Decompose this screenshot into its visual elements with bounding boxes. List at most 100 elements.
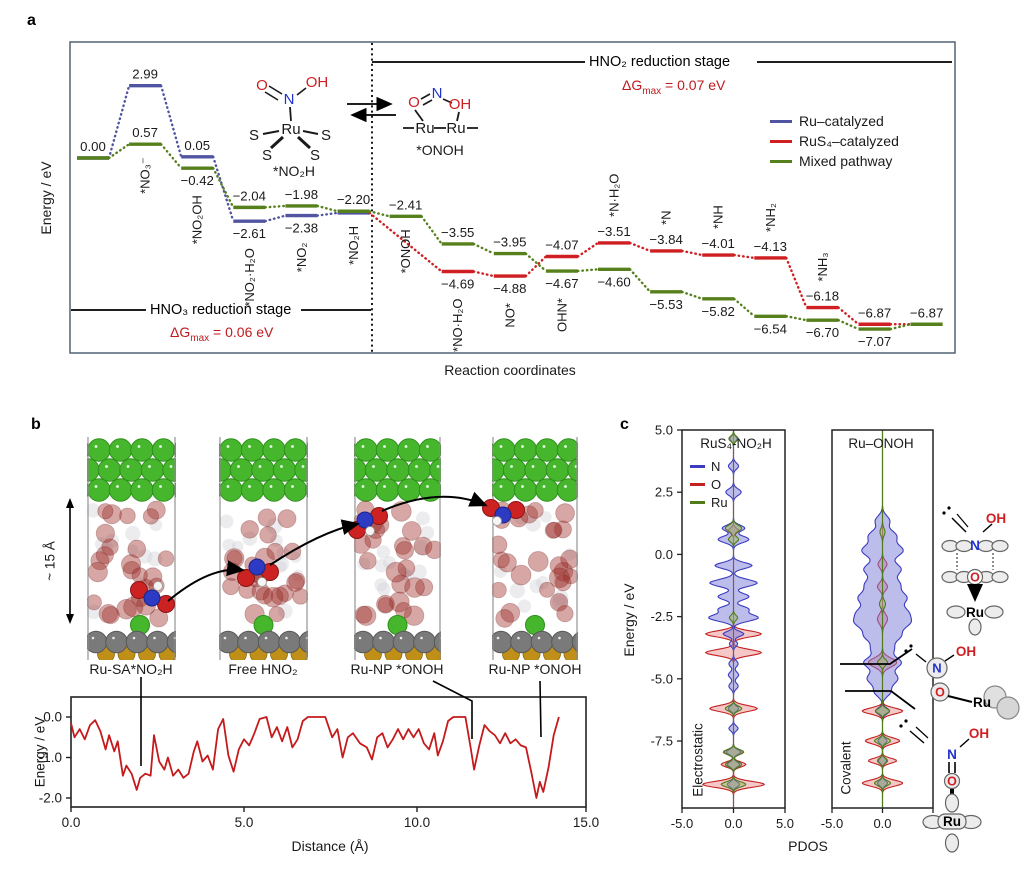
highlight bbox=[73, 445, 76, 448]
water-o-atom bbox=[157, 550, 175, 567]
highlight bbox=[226, 445, 230, 448]
y-tick-label: 0.0 bbox=[655, 547, 673, 562]
h-atom bbox=[365, 526, 375, 536]
highlight bbox=[340, 485, 343, 488]
highlight bbox=[205, 445, 208, 448]
highlight bbox=[244, 636, 247, 640]
metal-atom-green bbox=[354, 483, 357, 497]
highlight bbox=[372, 465, 375, 468]
metal-atom-green bbox=[173, 442, 176, 458]
snapshot-caption-2: Free HNO₂ bbox=[228, 661, 298, 677]
water-o-atom bbox=[240, 520, 259, 539]
water-o-atom bbox=[554, 574, 572, 592]
water-o-atom bbox=[526, 501, 544, 519]
support-atom-gray bbox=[492, 630, 513, 654]
water-o-atom bbox=[401, 521, 422, 541]
water-h-atom bbox=[87, 503, 101, 518]
water-o-atom bbox=[356, 605, 377, 626]
x-tick-label: 10.0 bbox=[404, 815, 430, 830]
x-tick-label: 5.0 bbox=[924, 816, 942, 831]
level-connector bbox=[107, 143, 131, 160]
water-o-atom bbox=[146, 500, 166, 520]
atom-o: O bbox=[256, 77, 268, 94]
metal-atom-green bbox=[87, 483, 90, 497]
level-connector bbox=[316, 204, 339, 213]
water-o-atom bbox=[425, 540, 441, 560]
panel-b-xlabel: Distance (Å) bbox=[291, 838, 369, 854]
metal-atom-green bbox=[375, 438, 400, 462]
species-label: *NO₃⁻ bbox=[138, 157, 153, 194]
y-tick-label: -7.5 bbox=[651, 734, 673, 749]
water-o-atom bbox=[415, 578, 434, 597]
support-atom-gray bbox=[87, 630, 108, 654]
level-connector bbox=[211, 155, 235, 223]
water-o-atom bbox=[492, 501, 512, 521]
panel-b-ylabel: Energy / eV bbox=[32, 716, 48, 788]
hno3-stage-title: HNO₃ reduction stage bbox=[150, 302, 292, 318]
water-o-atom bbox=[262, 587, 284, 608]
water-h-atom bbox=[99, 541, 114, 557]
support-atom-gray bbox=[298, 630, 308, 654]
s-atom-yellow bbox=[384, 645, 403, 660]
water-o-atom bbox=[244, 556, 261, 573]
x-tick-label: 5.0 bbox=[776, 816, 794, 831]
highlight bbox=[517, 636, 520, 640]
metal-atom-green bbox=[219, 443, 222, 457]
water-o-atom bbox=[270, 586, 289, 606]
highlight bbox=[305, 636, 308, 640]
water-h-atom bbox=[374, 559, 389, 573]
hno2-molecule bbox=[482, 499, 525, 526]
water-o-atom bbox=[101, 606, 120, 625]
water-o-atom bbox=[354, 533, 372, 554]
panel-c-xlabel: PDOS bbox=[788, 838, 828, 854]
water-h-atom bbox=[276, 546, 290, 560]
water-o-atom bbox=[377, 596, 394, 613]
n-atom bbox=[356, 511, 374, 529]
energy-value-label: 2.99 bbox=[132, 67, 158, 82]
water-o-atom bbox=[354, 513, 370, 531]
water-o-atom bbox=[123, 596, 144, 618]
metal-atom-green bbox=[240, 438, 265, 462]
atom-s: S bbox=[310, 147, 320, 164]
metal-atom-green bbox=[513, 478, 538, 502]
water-o-atom bbox=[510, 564, 532, 586]
water-o-atom bbox=[226, 550, 243, 567]
level-connector bbox=[889, 323, 912, 331]
highlight bbox=[510, 465, 513, 468]
water-o-atom bbox=[397, 559, 416, 577]
md-energy-trace bbox=[70, 716, 560, 799]
legend-item-o: O bbox=[690, 477, 728, 492]
species-label: *ONOH bbox=[398, 229, 413, 273]
level-connector bbox=[368, 210, 391, 218]
atom-n: N bbox=[970, 538, 980, 553]
water-o-atom bbox=[549, 567, 570, 589]
highlight bbox=[94, 445, 98, 448]
energy-value-label: 0.00 bbox=[80, 139, 106, 154]
metal-atom-green bbox=[556, 438, 578, 462]
atom-s: S bbox=[321, 127, 331, 144]
highlight bbox=[126, 465, 130, 468]
water-o-atom bbox=[251, 582, 270, 601]
highlight bbox=[379, 636, 382, 640]
species-label: *NH bbox=[711, 205, 726, 229]
water-h-atom bbox=[149, 518, 163, 532]
highlight bbox=[226, 485, 230, 488]
water-o-atom bbox=[137, 578, 155, 596]
water-o-atom bbox=[509, 508, 529, 528]
metal-atom-green bbox=[418, 478, 441, 502]
water-o-atom bbox=[283, 542, 302, 561]
water-o-atom bbox=[376, 594, 395, 614]
water-h-atom bbox=[552, 589, 569, 606]
s-atom-yellow bbox=[158, 645, 176, 660]
o-atom bbox=[261, 563, 279, 581]
s-atom-yellow bbox=[502, 645, 520, 660]
energy-value-label: 0.57 bbox=[132, 125, 158, 140]
hno2-molecule bbox=[237, 558, 279, 587]
n-atom bbox=[143, 589, 161, 607]
highlight bbox=[181, 445, 184, 448]
s-atom-yellow bbox=[290, 645, 308, 660]
level-connector bbox=[316, 211, 339, 217]
highlight bbox=[269, 485, 273, 488]
metal-atom-green bbox=[524, 458, 548, 482]
water-o-atom bbox=[268, 606, 285, 623]
